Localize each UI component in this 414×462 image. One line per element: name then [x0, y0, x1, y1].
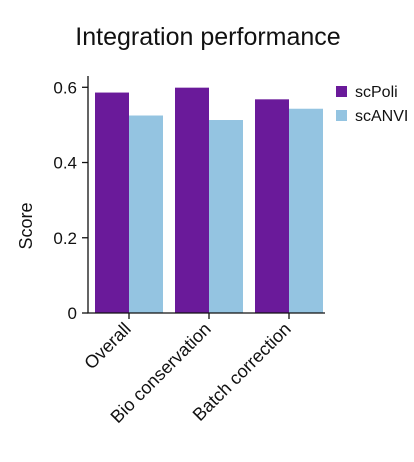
bar-scANVI-1 [209, 120, 243, 313]
y-tick-label: 0.2 [53, 229, 77, 248]
x-tick-label: Overall [80, 319, 134, 373]
legend-swatch-scANVI [336, 110, 347, 121]
bars-group [95, 87, 323, 314]
bar-scPoli-2 [255, 99, 289, 313]
legend: scPoli scANVI [336, 84, 408, 125]
axes-group [87, 76, 325, 314]
bar-scANVI-0 [129, 115, 163, 313]
y-tick-label: 0.6 [53, 78, 77, 97]
chart-title: Integration performance [75, 23, 340, 51]
legend-swatch-scPoli [336, 86, 347, 97]
bar-scANVI-2 [289, 108, 323, 313]
bar-scPoli-1 [175, 87, 209, 314]
bar-scPoli-0 [95, 92, 129, 313]
y-axis-label: Score [16, 202, 36, 249]
legend-label-scANVI: scANVI [355, 108, 408, 125]
y-ticks-group: 0 0.2 0.4 0.6 [53, 78, 88, 323]
y-tick-label: 0.4 [53, 154, 77, 173]
y-tick-label: 0 [68, 304, 77, 323]
legend-label-scPoli: scPoli [355, 84, 398, 101]
